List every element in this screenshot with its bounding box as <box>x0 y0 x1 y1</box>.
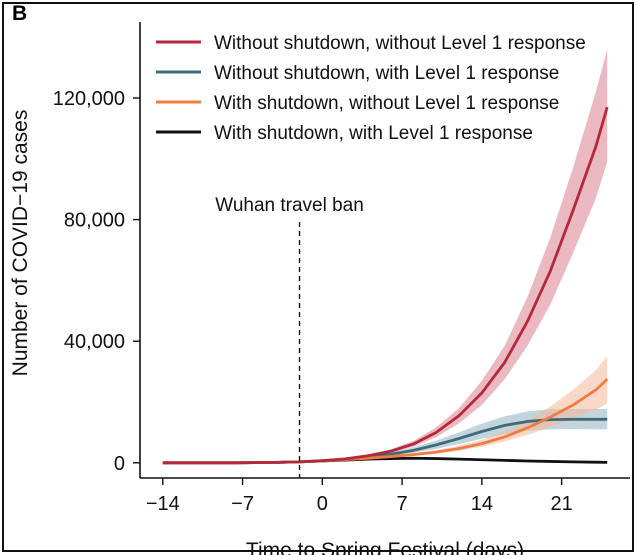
x-tick-label: 21 <box>551 493 573 515</box>
annotation-group: Wuhan travel ban <box>215 195 364 478</box>
series-line <box>162 378 609 465</box>
y-tick-label: 120,000 <box>53 88 125 110</box>
x-tick-label: 14 <box>471 493 493 515</box>
x-tick-label: 7 <box>397 493 408 515</box>
legend-label: With shutdown, with Level 1 response <box>214 123 533 144</box>
x-tick-label: 0 <box>317 493 328 515</box>
legend-label: Without shutdown, without Level 1 respon… <box>214 33 586 54</box>
panel-label: B <box>12 2 28 25</box>
y-tick-label: 40,000 <box>64 331 125 353</box>
series-lines <box>162 106 609 465</box>
series-line <box>162 106 609 465</box>
travel-ban-label: Wuhan travel ban <box>215 195 364 216</box>
y-axis-label: Number of COVID−19 cases <box>9 110 32 377</box>
confidence-band <box>162 49 608 463</box>
y-tick-label: 0 <box>114 453 125 475</box>
legend: Without shutdown, without Level 1 respon… <box>156 33 586 144</box>
axis-ticks: −14 −7 0 7 14 21 0 40,000 80,000 120,000 <box>53 88 573 515</box>
legend-label: With shutdown, without Level 1 response <box>214 93 559 114</box>
confidence-bands <box>162 49 608 463</box>
x-tick-label: −14 <box>146 493 180 515</box>
y-tick-label: 80,000 <box>64 210 125 232</box>
x-tick-label: −7 <box>231 493 254 515</box>
legend-label: Without shutdown, with Level 1 response <box>214 63 559 84</box>
confidence-band <box>162 408 608 463</box>
x-axis-label: Time to Spring Festival (days) <box>246 539 524 555</box>
confidence-band <box>162 356 608 463</box>
